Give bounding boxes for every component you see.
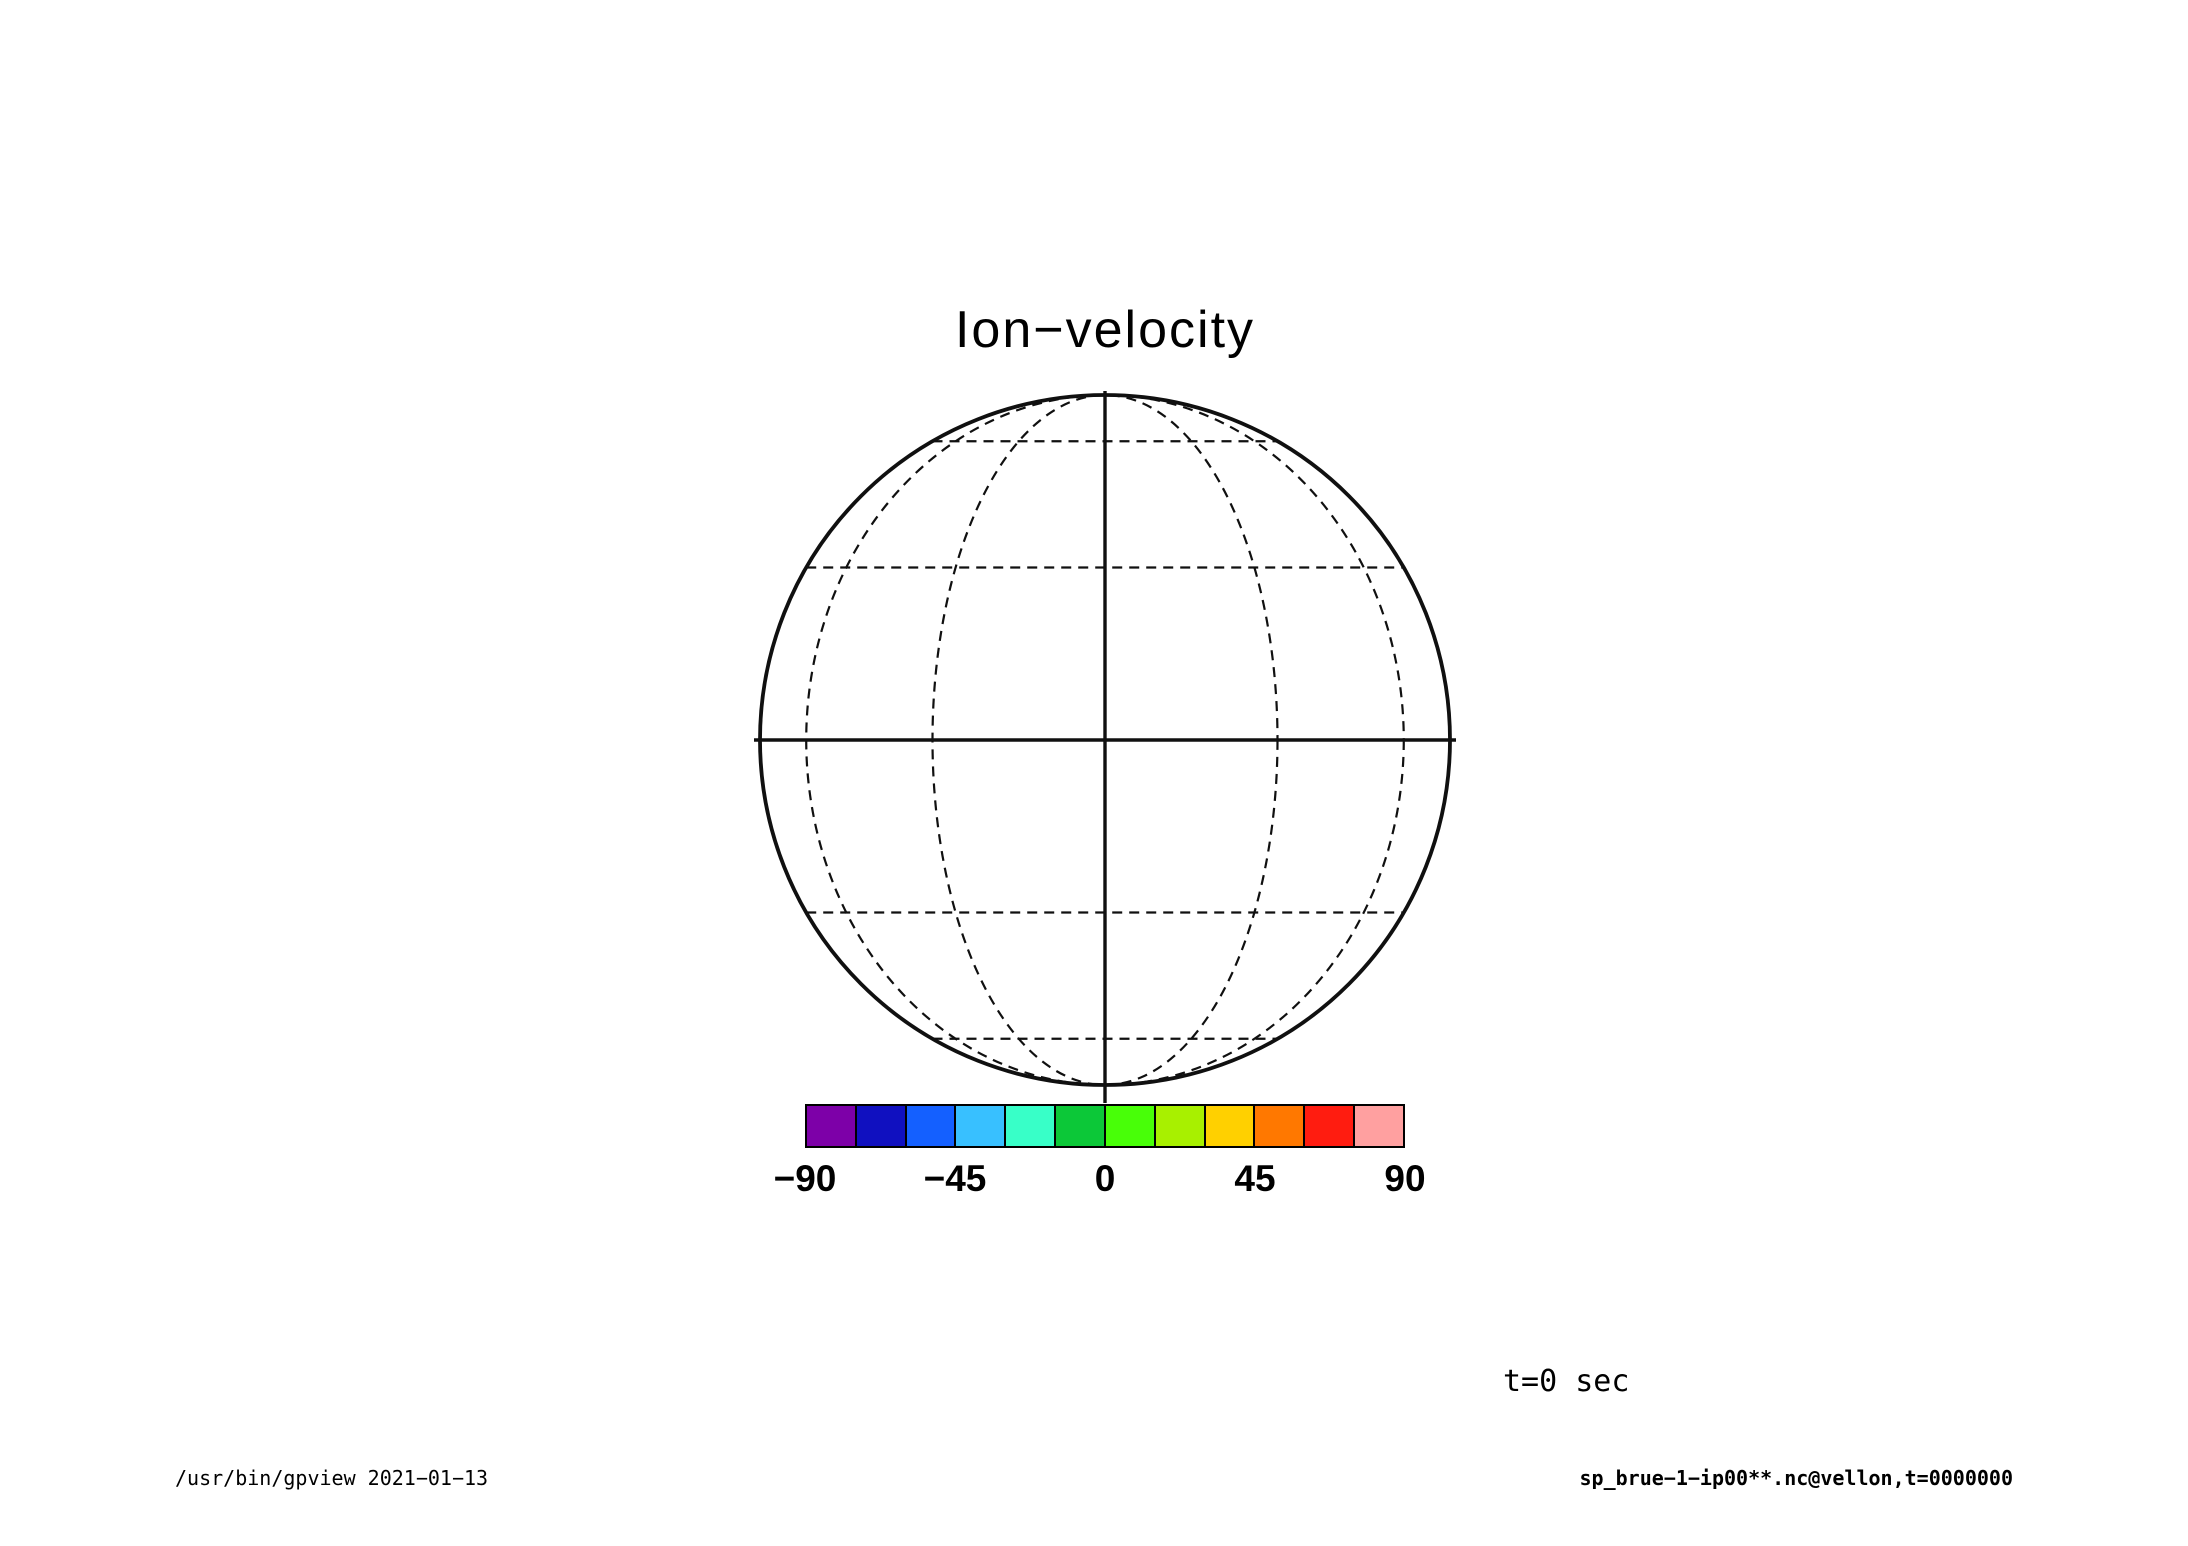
globe-svg (754, 391, 1456, 1103)
plot-title: Ion−velocity (954, 301, 1256, 359)
colorbar-cell (805, 1104, 857, 1148)
colorbar-cell (1205, 1104, 1256, 1148)
colorbar-cell (1105, 1104, 1156, 1148)
colorbar (805, 1104, 1405, 1148)
colorbar-tick-label: −90 (773, 1158, 837, 1199)
colorbar-tick-label: 90 (1384, 1158, 1426, 1199)
footer-filename: sp_brue−1−ip00**.nc@vellon,t=0000000 (1579, 1466, 2013, 1490)
colorbar-cell (1355, 1104, 1405, 1148)
colorbar-cell (906, 1104, 957, 1148)
orthographic-globe (754, 390, 1456, 1103)
colorbar-cell (1305, 1104, 1356, 1148)
footer-command-date: /usr/bin/gpview 2021−01−13 (175, 1466, 489, 1490)
colorbar-tick-label: 45 (1234, 1158, 1276, 1199)
globe-outline (758, 393, 1452, 1087)
colorbar-tick-label: 0 (1094, 1158, 1116, 1199)
colorbar-cell (1056, 1104, 1106, 1148)
colorbar-cell (1006, 1104, 1057, 1148)
colorbar-labels: −90 −45 0 45 90 (774, 1158, 1426, 1206)
colorbar-cell (1255, 1104, 1306, 1148)
colorbar-cell (856, 1104, 907, 1148)
time-annotation: t=0 sec (1503, 1364, 1630, 1399)
colorbar-cell (1155, 1104, 1206, 1148)
colorbar-tick-label: −45 (923, 1158, 987, 1199)
colorbar-cell (956, 1104, 1007, 1148)
